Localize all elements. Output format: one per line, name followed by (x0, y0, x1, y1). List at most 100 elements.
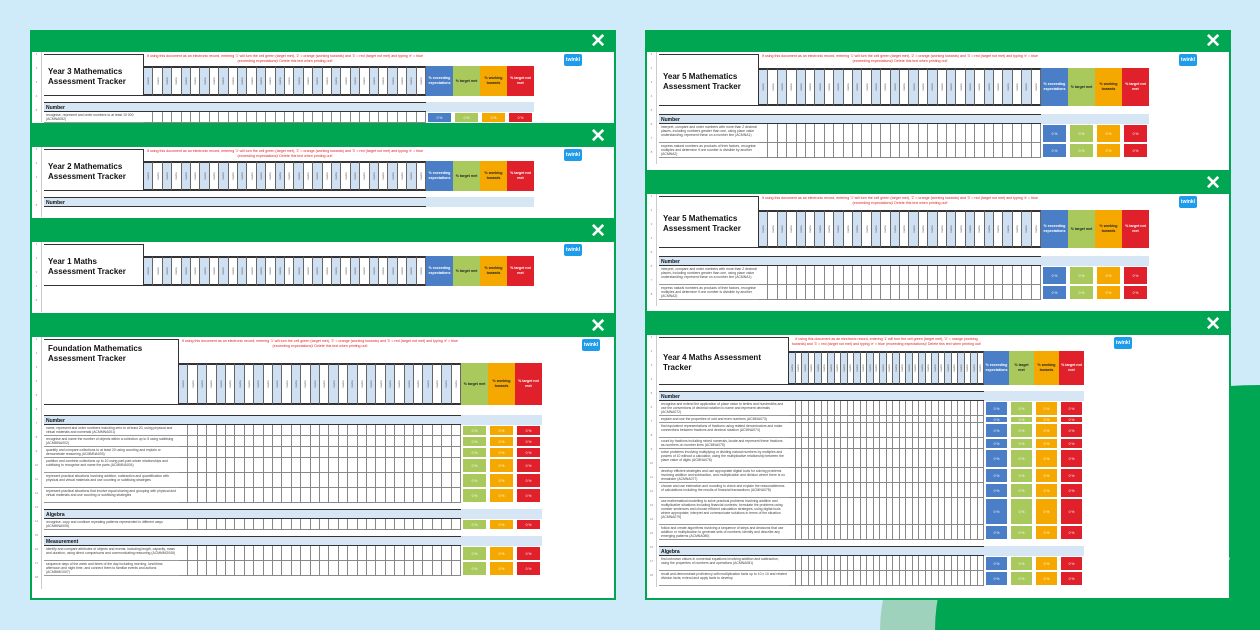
grade-cell[interactable] (404, 458, 414, 473)
grade-cell[interactable] (451, 473, 461, 488)
grade-cell[interactable] (329, 436, 339, 447)
grade-cell[interactable] (847, 438, 854, 449)
grade-cell[interactable] (285, 112, 295, 123)
student-name-column[interactable]: name (247, 161, 257, 191)
student-name-column[interactable]: name (909, 210, 919, 248)
grade-cell[interactable] (768, 124, 778, 143)
grade-cell[interactable] (216, 458, 226, 473)
grade-cell[interactable] (385, 425, 396, 436)
grade-cell[interactable] (919, 401, 926, 416)
grade-cell[interactable] (880, 483, 887, 498)
grade-cell[interactable] (301, 447, 311, 458)
grade-cell[interactable] (367, 436, 377, 447)
grade-cell[interactable] (451, 425, 461, 436)
grade-cell[interactable] (828, 498, 835, 525)
grade-cell[interactable] (828, 416, 835, 423)
close-icon[interactable]: ✕ (590, 126, 606, 147)
grade-cell[interactable] (867, 438, 874, 449)
grade-cell[interactable] (824, 143, 835, 158)
grade-cell[interactable] (932, 449, 939, 468)
grade-cell[interactable] (860, 423, 867, 438)
grade-cell[interactable] (254, 519, 264, 530)
grade-cell[interactable] (808, 525, 815, 540)
grade-cell[interactable] (367, 561, 377, 576)
grade-cell[interactable] (867, 525, 874, 540)
grade-cell[interactable] (263, 458, 273, 473)
grade-cell[interactable] (301, 458, 311, 473)
grade-cell[interactable] (834, 266, 844, 285)
grade-cell[interactable] (977, 556, 984, 571)
student-name-column[interactable]: name (397, 161, 408, 191)
student-name-column[interactable]: name (320, 363, 330, 405)
student-name-column[interactable]: name (191, 161, 201, 191)
grade-cell[interactable] (828, 401, 835, 416)
grade-cell[interactable] (451, 546, 461, 561)
grade-cell[interactable] (958, 401, 965, 416)
grade-cell[interactable] (912, 401, 919, 416)
student-name-column[interactable]: name (821, 351, 828, 385)
grade-cell[interactable] (958, 423, 965, 438)
grade-cell[interactable] (442, 436, 452, 447)
grade-cell[interactable] (932, 401, 939, 416)
grade-cell[interactable] (964, 416, 971, 423)
grade-cell[interactable] (906, 525, 913, 540)
grade-cell[interactable] (1031, 124, 1041, 143)
student-name-column[interactable]: name (181, 161, 191, 191)
grade-cell[interactable] (932, 498, 939, 525)
student-name-column[interactable]: name (795, 351, 802, 385)
grade-cell[interactable] (886, 571, 893, 586)
grade-cell[interactable] (932, 525, 939, 540)
student-name-column[interactable]: name (179, 363, 189, 405)
grade-cell[interactable] (442, 488, 452, 503)
grade-cell[interactable] (768, 285, 778, 300)
grade-cell[interactable] (841, 449, 848, 468)
grade-cell[interactable] (348, 519, 358, 530)
grade-cell[interactable] (815, 266, 825, 285)
student-name-column[interactable]: name (414, 363, 424, 405)
grade-cell[interactable] (226, 425, 236, 436)
grade-cell[interactable] (808, 468, 815, 483)
student-name-column[interactable]: name (332, 161, 342, 191)
student-name-column[interactable]: name (862, 68, 872, 106)
grade-cell[interactable] (796, 124, 806, 143)
student-name-column[interactable]: name (379, 161, 389, 191)
grade-cell[interactable] (263, 425, 273, 436)
student-name-column[interactable]: name (181, 66, 191, 96)
student-name-column[interactable]: name (1003, 210, 1013, 248)
grade-cell[interactable] (310, 473, 320, 488)
student-name-column[interactable]: name (854, 351, 861, 385)
grade-cell[interactable] (938, 556, 945, 571)
grade-cell[interactable] (925, 498, 932, 525)
grade-cell[interactable] (841, 468, 848, 483)
student-name-column[interactable]: name (313, 66, 323, 96)
student-name-column[interactable]: name (451, 363, 461, 405)
grade-cell[interactable] (971, 416, 978, 423)
grade-cell[interactable] (893, 401, 900, 416)
student-name-column[interactable]: name (918, 68, 929, 106)
close-icon[interactable]: ✕ (590, 221, 606, 242)
grade-cell[interactable] (273, 473, 283, 488)
grade-cell[interactable] (795, 423, 802, 438)
grade-cell[interactable] (338, 519, 349, 530)
grade-cell[interactable] (320, 546, 330, 561)
grade-cell[interactable] (207, 488, 217, 503)
student-name-column[interactable]: name (285, 256, 295, 286)
grade-cell[interactable] (815, 556, 822, 571)
student-name-column[interactable]: name (938, 351, 945, 385)
grade-cell[interactable] (795, 416, 802, 423)
student-name-column[interactable]: name (945, 351, 952, 385)
grade-cell[interactable] (841, 556, 848, 571)
student-name-column[interactable]: name (172, 161, 182, 191)
student-name-column[interactable]: name (395, 363, 405, 405)
grade-cell[interactable] (357, 488, 367, 503)
student-name-column[interactable]: name (423, 363, 433, 405)
grade-cell[interactable] (843, 266, 853, 285)
grade-cell[interactable] (881, 143, 891, 158)
grade-cell[interactable] (795, 571, 802, 586)
grade-cell[interactable] (977, 525, 984, 540)
grade-cell[interactable] (873, 525, 880, 540)
grade-cell[interactable] (806, 124, 816, 143)
grade-cell[interactable] (821, 468, 828, 483)
grade-cell[interactable] (310, 519, 320, 530)
grade-cell[interactable] (310, 488, 320, 503)
